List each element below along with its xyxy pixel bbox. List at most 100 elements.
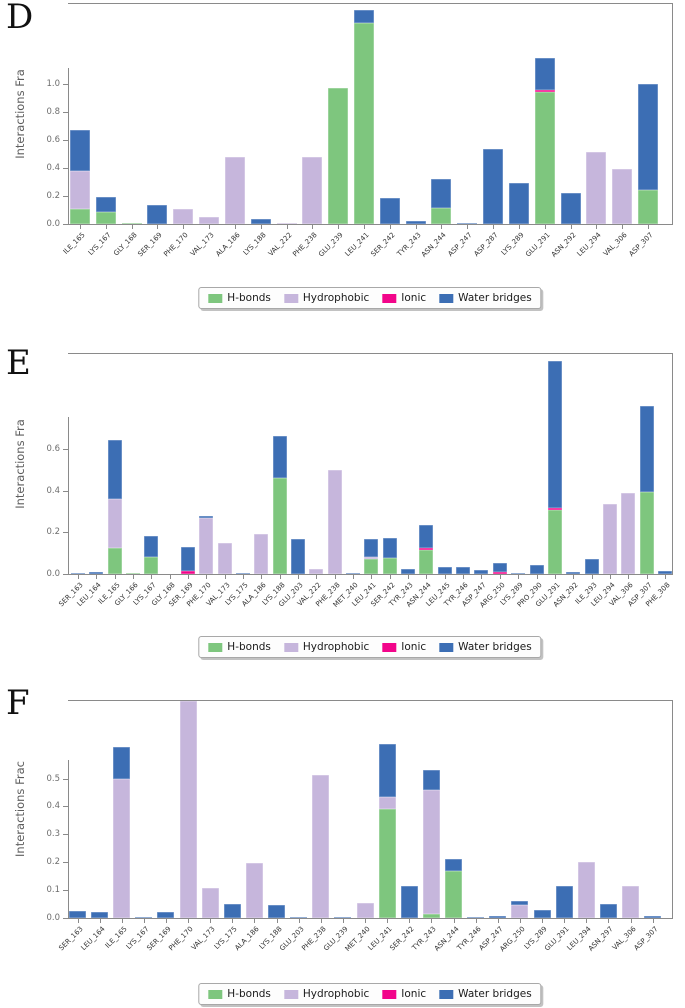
plot-bottom-spine [68,918,673,919]
x-tick-mark [586,919,588,923]
x-tick-mark [286,225,288,229]
x-tick-label: GLU_239 [317,231,345,259]
x-tick-label: ASN_244 [420,231,449,259]
legend-label: Hydrophobic [302,988,370,1000]
bar-ASN_244-ionic [419,547,434,551]
x-tick-mark [77,919,79,923]
x-tick-label: ASN_244 [432,925,461,953]
x-tick-label: ASN_297 [587,925,616,953]
x-tick-label: ASP_287 [472,231,500,259]
legend-swatch-hbonds-icon [208,293,223,303]
x-tick-mark [467,225,469,229]
x-tick-mark [243,575,245,579]
x-tick-label: VAL_306 [610,925,638,952]
bar-SER_163-water [69,911,86,918]
x-tick-label: PRO_290 [515,581,544,609]
bar-LEU_245-water [437,566,452,574]
x-tick-mark [518,225,520,229]
x-tick-mark [298,919,300,923]
x-tick-label: ILE_165 [103,925,129,950]
bar-SER_169-water [181,546,196,571]
bar-ASN_244-hbonds [431,207,452,224]
bar-GLY_166-hbonds [126,572,141,574]
bar-SER_242-water [400,885,418,918]
y-tick-mark [63,84,68,86]
y-tick-mark [63,196,68,198]
x-tick-mark [481,575,483,579]
bar-ILE_293-water [584,559,599,574]
legend-label: H-bonds [227,988,271,1000]
legend-item-hbonds: H-bonds [208,641,271,653]
bar-ASN_297-water [599,904,617,918]
x-tick-label: VAL_222 [296,581,324,608]
y-axis-label: Interactions Fra [13,68,27,159]
y-tick-mark [63,890,68,892]
x-tick-mark [320,919,322,923]
x-tick-mark [316,575,318,579]
x-tick-label: ASP_247 [477,925,505,953]
x-tick-mark [157,225,159,229]
x-tick-mark [96,575,98,579]
bar-LYS_289-water [511,573,526,574]
y-tick-label: 0.2 [46,857,60,868]
bar-LYS_188-water [272,435,287,479]
x-tick-mark [334,575,336,579]
x-tick-label: SER_169 [145,925,173,953]
x-tick-mark [596,225,598,229]
x-tick-mark [78,575,79,579]
bar-ASP_247-water [457,223,478,224]
bar-SER_163-water [71,572,85,574]
bar-LEU_294-hydrophobic [577,862,595,918]
x-tick-mark [364,225,366,229]
panel-letter: E [6,343,31,383]
legend-label: Ionic [401,988,427,1000]
y-tick-mark [63,112,68,114]
x-tick-label: GLY_168 [111,231,139,258]
legend-item-ionic: Ionic [382,988,426,1000]
x-tick-label: ALA_186 [214,231,242,259]
x-tick-label: PHE_238 [291,231,320,259]
x-tick-mark [622,225,624,229]
legend-item-ionic: Ionic [382,641,426,653]
x-tick-label: VAL_306 [602,231,629,258]
x-tick-mark [99,919,101,923]
y-tick-mark [63,574,68,575]
y-tick-label: 0.4 [46,163,60,174]
x-tick-label: ILE_165 [96,581,122,606]
bar-VAL_306-hydrophobic [622,885,639,918]
bar-MET_240-water [346,573,361,574]
bar-SER_169-ionic [181,570,196,574]
x-tick-label: ASN_292 [549,231,578,259]
x-tick-label: PHE_170 [162,231,190,259]
x-tick-mark [371,575,373,579]
x-tick-label: ASP_247 [446,231,474,259]
x-tick-label: ARG_250 [498,925,527,954]
x-tick-mark [276,919,278,923]
x-tick-mark [453,919,455,923]
x-tick-label: SER_242 [369,231,397,259]
x-tick-label: PHE_238 [313,581,342,609]
bar-GLU_291-hbonds [534,91,555,224]
x-tick-mark [188,575,190,579]
y-tick-mark [63,490,68,492]
x-tick-mark [206,575,208,579]
x-tick-label: ASP_307 [632,925,660,953]
x-tick-mark [609,575,611,579]
x-tick-mark [591,575,593,579]
bar-ILE_165-hydrophobic [70,170,90,209]
x-tick-mark [408,575,410,579]
bar-PRO_290-water [529,564,544,574]
x-tick-label: LEU_294 [575,231,604,259]
x-tick-mark [260,225,262,229]
x-tick-label: SER_163 [56,925,85,953]
x-tick-mark [570,225,572,229]
x-tick-mark [169,575,171,579]
bar-VAL_306-hydrophobic [621,492,636,574]
y-tick-mark [63,140,68,142]
x-tick-mark [664,575,666,579]
x-tick-mark [151,575,153,579]
x-tick-label: TYR_243 [387,581,415,609]
y-tick-mark [63,862,68,864]
x-tick-mark [475,919,477,923]
